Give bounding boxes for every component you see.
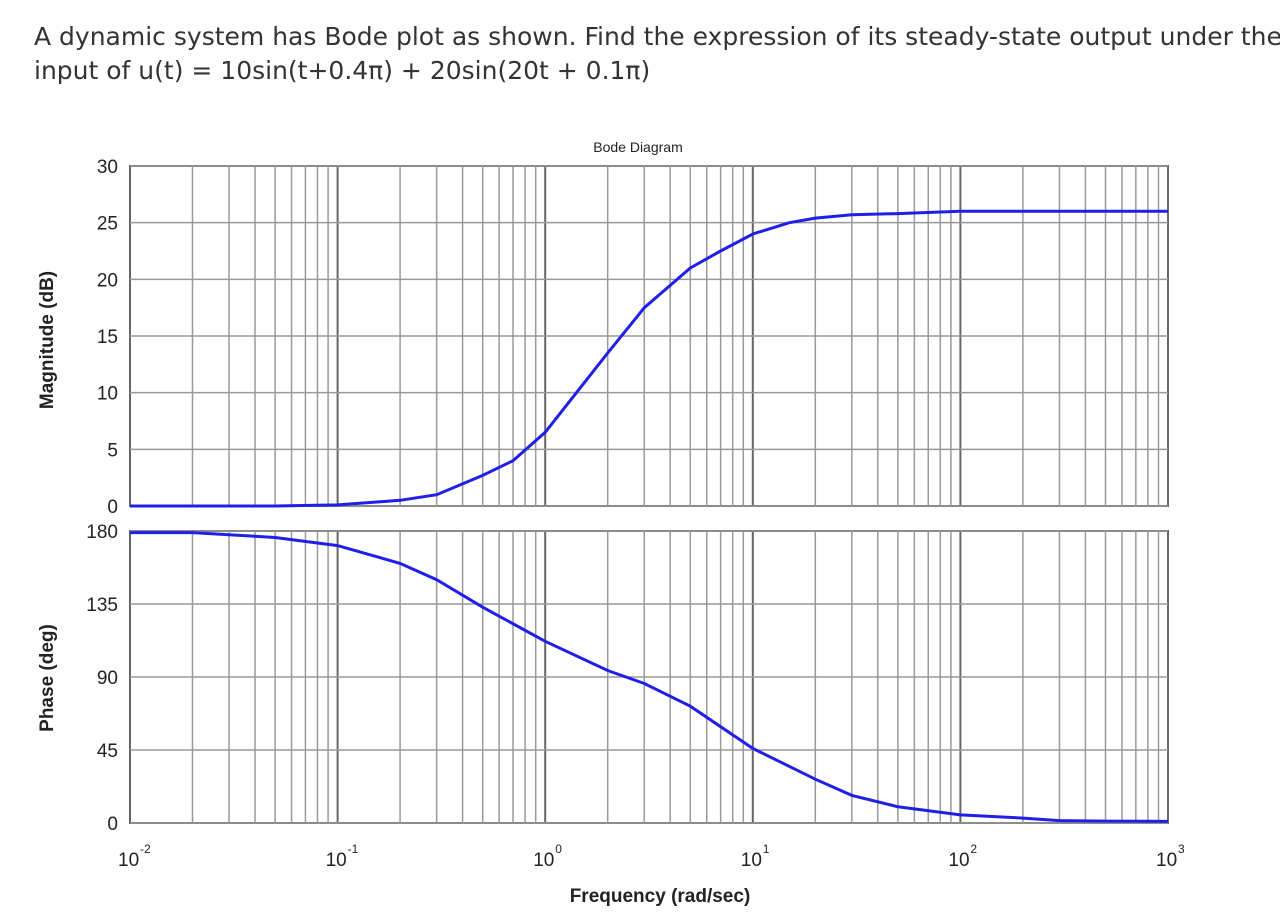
ph-y-tick-label: 90 <box>97 668 118 689</box>
question-line-2: input of u(t) = 10sin(t+0.4π) + 20sin(20… <box>34 56 651 85</box>
x-tick-exponent: 2 <box>970 842 977 856</box>
question-line-1: A dynamic system has Bode plot as shown.… <box>34 22 1280 51</box>
phase-panel: 0 45 90 135 180 Phase (deg) <box>37 522 1169 835</box>
magnitude-axis-label: Magnitude (dB) <box>37 271 58 409</box>
phase-y-ticks: 0 45 90 135 180 <box>86 522 118 835</box>
magnitude-grid <box>129 165 1168 507</box>
magnitude-panel: 0 5 10 15 20 25 30 Magnitude (dB) <box>37 157 1169 518</box>
phase-series-line <box>130 531 1169 823</box>
x-tick-exponent: -2 <box>140 842 151 856</box>
chart-title: Bode Diagram <box>593 139 683 155</box>
mag-y-tick-label: 30 <box>97 157 118 178</box>
frequency-axis-label: Frequency (rad/sec) <box>570 886 751 907</box>
x-tick-label: 10 <box>533 850 554 871</box>
x-tick-label: 10 <box>741 850 762 871</box>
magnitude-series-line <box>130 209 1168 508</box>
x-tick-exponent: 0 <box>555 842 562 856</box>
question-text: A dynamic system has Bode plot as shown.… <box>34 20 1280 88</box>
x-tick-label: 10 <box>948 850 969 871</box>
x-tick-label: 10 <box>1156 850 1177 871</box>
x-tick-exponent: -1 <box>348 842 359 856</box>
phase-axis-label: Phase (deg) <box>37 624 58 732</box>
phase-grid <box>129 530 1168 824</box>
x-tick-label: 10 <box>326 850 347 871</box>
mag-y-tick-label: 5 <box>107 440 118 461</box>
ph-y-tick-label: 45 <box>97 741 118 762</box>
mag-y-tick-label: 0 <box>107 497 118 518</box>
mag-y-tick-label: 10 <box>97 384 118 405</box>
x-tick-exponent: 3 <box>1178 842 1185 856</box>
mag-y-tick-label: 20 <box>97 270 118 291</box>
mag-y-tick-label: 25 <box>97 214 118 235</box>
x-tick-exponent: 1 <box>763 842 770 856</box>
mag-y-tick-label: 15 <box>97 327 118 348</box>
x-tick-label: 10 <box>118 850 139 871</box>
ph-y-tick-label: 135 <box>86 595 118 616</box>
magnitude-y-ticks: 0 5 10 15 20 25 30 <box>97 157 118 518</box>
ph-y-tick-label: 180 <box>86 522 118 543</box>
ph-y-tick-label: 0 <box>107 814 118 835</box>
